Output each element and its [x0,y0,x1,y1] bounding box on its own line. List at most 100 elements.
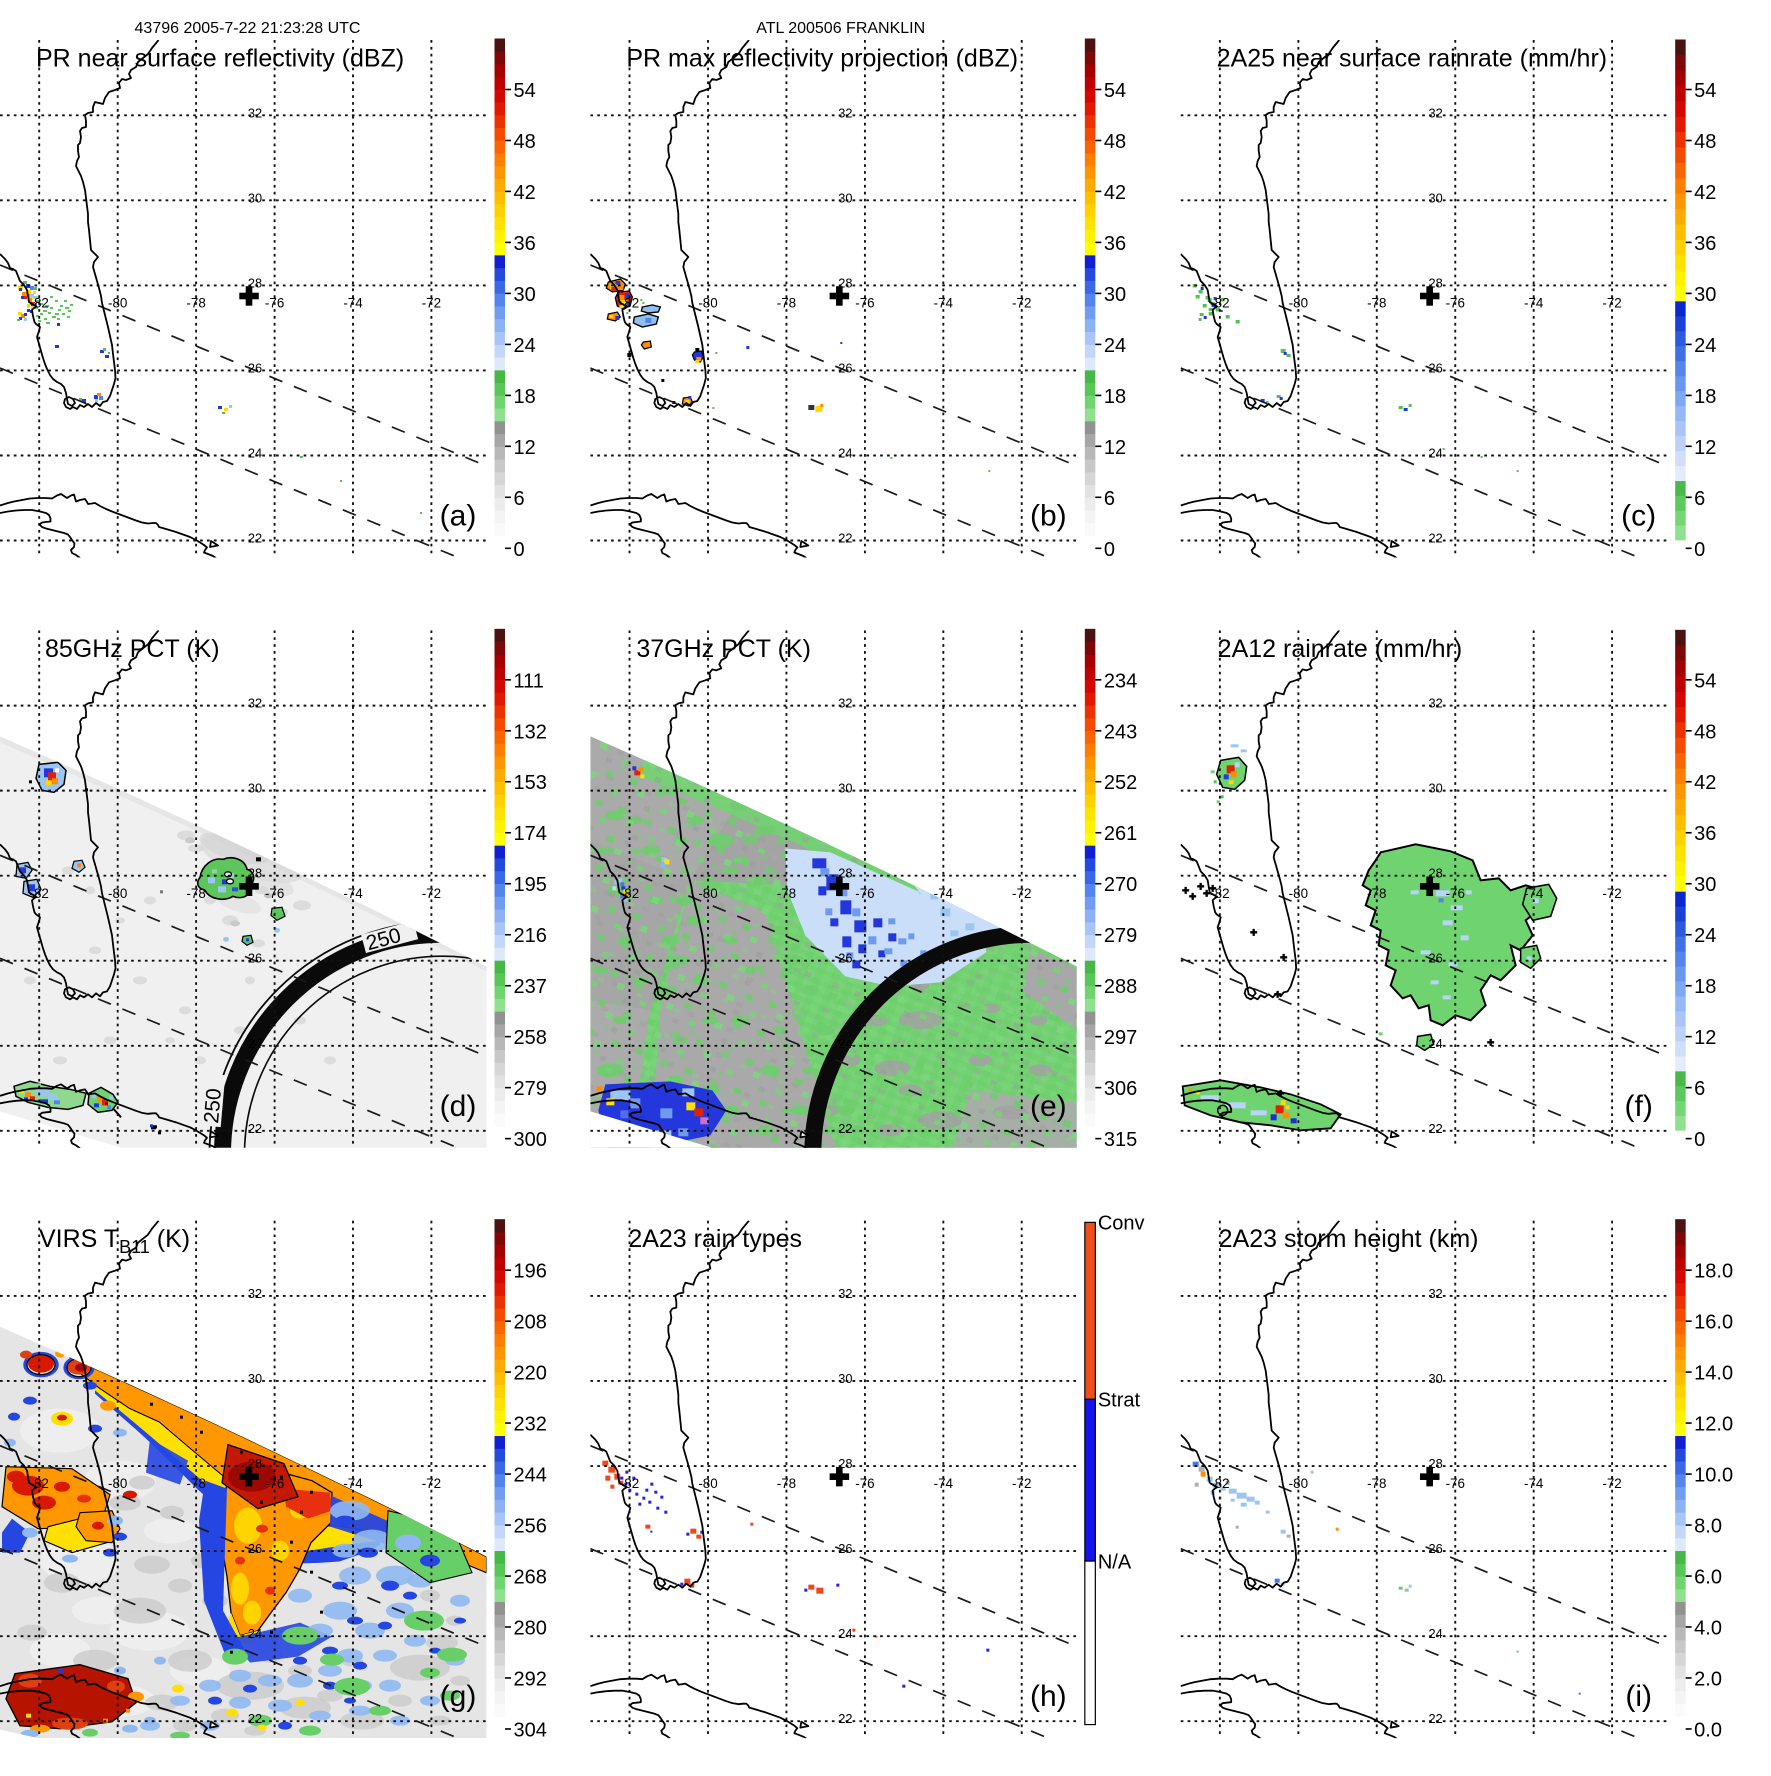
svg-text:(b): (b) [1030,500,1067,533]
svg-text:(f): (f) [1625,1090,1653,1123]
svg-text:196: 196 [514,1261,547,1283]
svg-text:(g): (g) [440,1680,477,1713]
svg-text:6: 6 [1104,488,1115,510]
svg-text:304: 304 [514,1719,547,1741]
svg-text:36: 36 [1694,233,1716,255]
svg-text:12: 12 [514,437,536,459]
svg-text:243: 243 [1104,721,1137,743]
svg-text:256: 256 [514,1516,547,1538]
svg-text:42: 42 [1104,182,1126,204]
svg-text:54: 54 [1104,80,1126,102]
svg-text:(e): (e) [1030,1090,1067,1123]
svg-text:42: 42 [1694,772,1716,794]
svg-text:N/A: N/A [1098,1552,1132,1574]
svg-text:232: 232 [514,1414,547,1436]
svg-text:30: 30 [514,284,536,306]
svg-text:Strat: Strat [1098,1390,1141,1412]
svg-text:PR max reflectivity projection: PR max reflectivity projection (dBZ) [626,45,1018,73]
svg-text:195: 195 [514,874,547,896]
svg-text:30: 30 [1694,874,1716,896]
svg-text:6: 6 [1694,1078,1705,1100]
svg-text:174: 174 [514,823,547,845]
svg-text:0: 0 [1104,539,1115,561]
svg-text:270: 270 [1104,874,1137,896]
svg-text:0: 0 [1694,1129,1705,1151]
svg-text:36: 36 [1694,823,1716,845]
svg-text:2A25 near surface rainrate (mm: 2A25 near surface rainrate (mm/hr) [1217,45,1607,73]
svg-text:24: 24 [1694,925,1716,947]
svg-text:36: 36 [514,233,536,255]
svg-text:6: 6 [514,488,525,510]
svg-text:258: 258 [514,1027,547,1049]
svg-text:6: 6 [1694,488,1705,510]
svg-text:10.0: 10.0 [1694,1465,1733,1487]
svg-text:54: 54 [514,80,536,102]
svg-text:18: 18 [1694,976,1716,998]
svg-text:48: 48 [1694,721,1716,743]
svg-text:12: 12 [1694,1027,1716,1049]
svg-text:0: 0 [1694,539,1705,561]
svg-text:ATL 200506 FRANKLIN: ATL 200506 FRANKLIN [756,20,925,37]
svg-text:(d): (d) [440,1090,477,1123]
svg-text:132: 132 [514,721,547,743]
svg-text:24: 24 [1104,335,1126,357]
svg-text:220: 220 [514,1363,547,1385]
svg-text:VIRS TB11 (K): VIRS TB11 (K) [39,1225,190,1257]
svg-text:0: 0 [514,539,525,561]
svg-text:18: 18 [1694,386,1716,408]
svg-text:244: 244 [514,1465,547,1487]
svg-text:18.0: 18.0 [1694,1261,1733,1283]
svg-text:16.0: 16.0 [1694,1312,1733,1334]
svg-text:2.0: 2.0 [1694,1668,1722,1690]
svg-text:237: 237 [514,976,547,998]
svg-text:30: 30 [1694,284,1716,306]
svg-text:4.0: 4.0 [1694,1617,1722,1639]
svg-text:261: 261 [1104,823,1137,845]
svg-text:12: 12 [1694,437,1716,459]
svg-text:315: 315 [1104,1129,1137,1151]
svg-text:(i): (i) [1625,1680,1652,1713]
svg-text:(h): (h) [1030,1680,1067,1713]
svg-text:48: 48 [514,131,536,153]
svg-text:18: 18 [514,386,536,408]
svg-text:36: 36 [1104,233,1126,255]
svg-text:280: 280 [514,1617,547,1639]
svg-text:12.0: 12.0 [1694,1414,1733,1436]
svg-text:306: 306 [1104,1078,1137,1100]
svg-text:(a): (a) [440,500,477,533]
svg-text:297: 297 [1104,1027,1137,1049]
svg-text:111: 111 [514,670,544,692]
svg-text:2A23 storm height (km): 2A23 storm height (km) [1219,1225,1479,1253]
svg-text:54: 54 [1694,670,1716,692]
svg-text:252: 252 [1104,772,1137,794]
svg-text:48: 48 [1104,131,1126,153]
svg-text:43796 2005-7-22 21:23:28 UTC: 43796 2005-7-22 21:23:28 UTC [135,20,361,37]
svg-text:14.0: 14.0 [1694,1363,1733,1385]
svg-text:24: 24 [514,335,536,357]
svg-text:279: 279 [514,1078,547,1100]
svg-text:300: 300 [514,1129,547,1151]
svg-text:42: 42 [514,182,536,204]
svg-text:37GHz PCT (K): 37GHz PCT (K) [636,635,811,663]
svg-text:2A12 rainrate (mm/hr): 2A12 rainrate (mm/hr) [1218,635,1463,663]
svg-text:153: 153 [514,772,547,794]
svg-text:208: 208 [514,1312,547,1334]
svg-text:54: 54 [1694,80,1716,102]
svg-text:288: 288 [1104,976,1137,998]
svg-text:234: 234 [1104,670,1137,692]
svg-text:(c): (c) [1621,500,1656,533]
svg-text:250: 250 [200,1087,226,1124]
svg-text:6.0: 6.0 [1694,1567,1722,1589]
svg-text:85GHz PCT (K): 85GHz PCT (K) [45,635,220,663]
svg-text:279: 279 [1104,925,1137,947]
svg-text:292: 292 [514,1668,547,1690]
svg-text:48: 48 [1694,131,1716,153]
svg-text:0.0: 0.0 [1694,1719,1722,1741]
svg-text:24: 24 [1694,335,1716,357]
svg-text:18: 18 [1104,386,1126,408]
svg-text:12: 12 [1104,437,1126,459]
svg-text:2A23 rain types: 2A23 rain types [628,1225,802,1253]
svg-text:268: 268 [514,1567,547,1589]
svg-text:30: 30 [1104,284,1126,306]
svg-text:216: 216 [514,925,547,947]
